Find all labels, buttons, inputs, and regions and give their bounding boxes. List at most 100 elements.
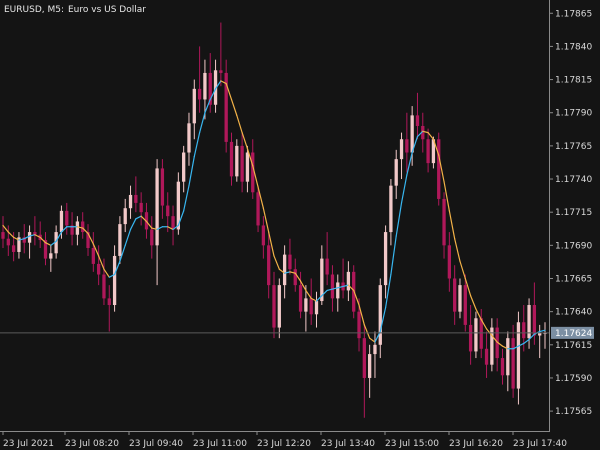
candle-body (399, 139, 404, 160)
ma-line-segment (39, 236, 47, 244)
ma-line-segment (273, 255, 280, 270)
candle-body (538, 332, 542, 336)
ma-line-segment (501, 345, 509, 350)
ma-line-segment (464, 277, 472, 297)
ma-line-segment (310, 297, 318, 302)
candle-body (272, 285, 276, 328)
ma-line-segment (236, 114, 243, 134)
y-tick-label: 1.17565 (555, 407, 592, 417)
ma-line-segment (512, 345, 520, 350)
y-tick-label: 1.17690 (555, 241, 592, 251)
candle-body (17, 237, 21, 252)
candle-body (203, 72, 207, 100)
candle-body (59, 210, 64, 233)
candle-body (330, 274, 335, 299)
ma-line-segment (390, 235, 397, 276)
candle-body (134, 194, 138, 203)
ma-line-segment (2, 224, 9, 233)
candle-body (240, 145, 244, 182)
moving-average-layer (2, 80, 546, 350)
candle-body (118, 224, 122, 256)
candle-body (474, 318, 478, 352)
candle-body (389, 185, 393, 233)
ma-line-segment (209, 88, 217, 101)
candle-body (463, 285, 467, 325)
ma-line-segment (438, 154, 445, 183)
x-tick-label: 23 Jul 16:20 (449, 439, 503, 449)
candle-body (160, 168, 165, 206)
candle-body (415, 115, 420, 126)
ma-line-segment (241, 132, 249, 150)
ma-line-segment (369, 337, 376, 343)
ma-line-segment (230, 98, 238, 116)
ma-line-segment (432, 138, 440, 156)
ma-line-segment (299, 280, 307, 292)
ma-line-segment (140, 215, 148, 223)
ma-line-segment (172, 224, 179, 231)
ma-line-segment (539, 329, 546, 333)
y-tick-label: 1.17815 (555, 76, 592, 86)
candle-body (54, 232, 58, 254)
ma-line-segment (225, 82, 233, 101)
ma-line-segment (459, 260, 466, 280)
ma-line-segment (406, 151, 413, 176)
candle-body (325, 258, 329, 275)
ma-line-segment (284, 271, 291, 274)
x-tick-label: 23 Jul 13:40 (321, 439, 375, 449)
candle-body (123, 208, 127, 225)
candle-body (293, 269, 297, 286)
x-tick-label: 23 Jul 08:20 (65, 439, 119, 449)
candle-body (11, 245, 16, 252)
ma-line-segment (183, 185, 190, 212)
ma-line-segment (363, 324, 371, 339)
current-price-label: 1.17624 (551, 326, 594, 339)
candle-body (484, 348, 489, 365)
symbol-description: Euro vs US Dollar (68, 5, 146, 15)
ma-line-segment (119, 244, 126, 262)
candle-body (378, 285, 382, 345)
candle-body (192, 88, 196, 124)
y-axis: 1.17865 1.17840 1.17815 1.17790 1.17765 1.177… (549, 9, 592, 417)
ma-line-segment (135, 215, 142, 220)
candle-body (245, 152, 250, 182)
candle-body (421, 125, 425, 140)
candle-body (81, 221, 85, 233)
candle-body (298, 285, 303, 312)
y-tick-label: 1.17840 (555, 42, 592, 52)
ma-line-segment (331, 287, 339, 290)
candle-body (187, 123, 191, 153)
ma-line-segment (92, 243, 100, 257)
ma-line-segment (252, 165, 259, 188)
ma-line-segment (23, 235, 31, 240)
candle-body (235, 145, 239, 177)
candle-body (309, 298, 313, 315)
ma-line-segment (337, 285, 344, 289)
candle-body (373, 344, 377, 355)
candle-body (139, 202, 143, 213)
candle-body (197, 88, 202, 100)
ma-line-segment (475, 308, 482, 321)
ma-line-segment (151, 227, 158, 231)
ma-line-segment (204, 98, 211, 114)
ma-line-segment (262, 207, 270, 233)
candle-body (267, 245, 271, 286)
candle-body (22, 237, 26, 243)
y-tick-label: 1.17665 (555, 274, 592, 284)
candle-body (383, 232, 388, 286)
candle-body (171, 216, 175, 230)
candle-body (410, 115, 414, 153)
candle-body (219, 70, 223, 73)
candle-body (70, 225, 74, 235)
ma-line-segment (528, 333, 535, 341)
ma-line-segment (214, 80, 222, 90)
ma-line-segment (13, 236, 20, 241)
candle-body (43, 240, 48, 259)
x-tick-label: 23 Jul 11:00 (193, 439, 247, 449)
ma-line-segment (98, 255, 105, 270)
ma-line-segment (246, 147, 254, 167)
candle-body (490, 327, 494, 365)
y-tick-label: 1.17765 (555, 142, 592, 152)
ma-line-segment (220, 80, 227, 85)
candle-body (532, 305, 537, 336)
